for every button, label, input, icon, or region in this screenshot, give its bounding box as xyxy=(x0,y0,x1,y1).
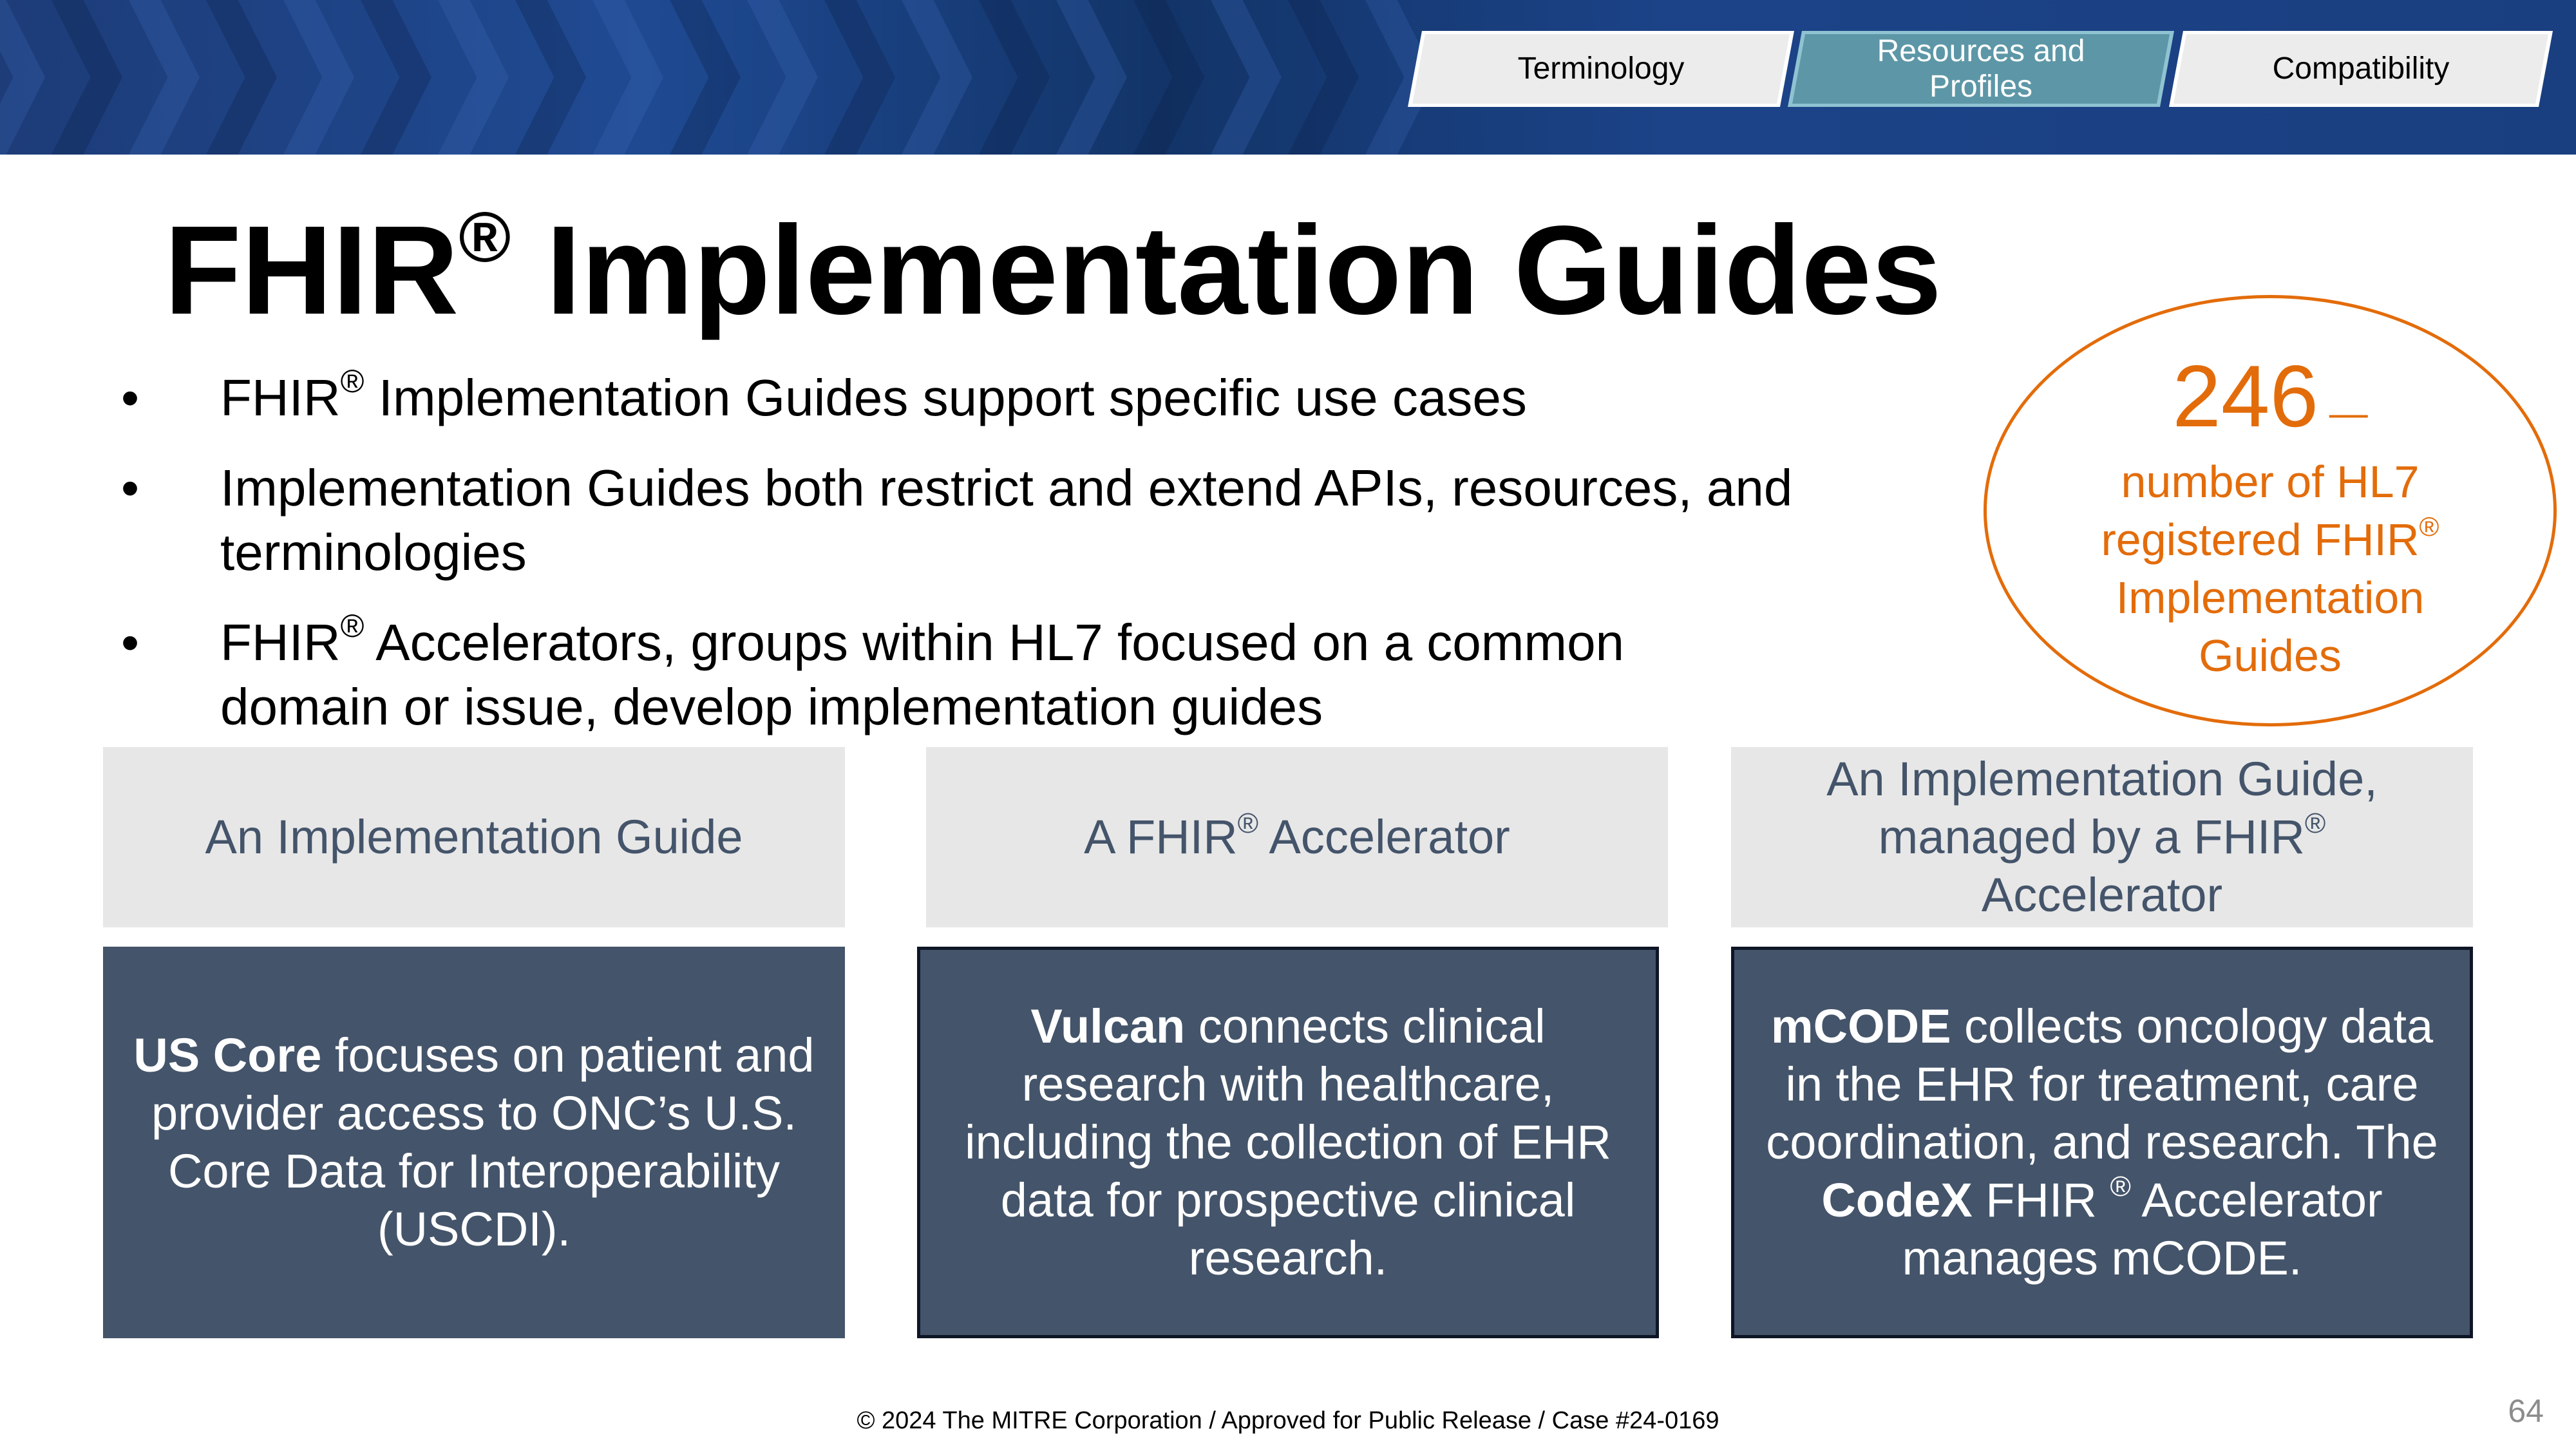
column-header-text: A FHIR® Accelerator xyxy=(1084,808,1510,864)
chevron-decoration xyxy=(283,0,354,155)
chevron-decoration xyxy=(515,0,586,155)
box-text: mCODE collects oncology data in the EHR … xyxy=(1766,999,2438,1285)
chevron-decoration xyxy=(592,0,663,155)
column-header-text: An Implementation Guide, managed by a FH… xyxy=(1826,752,2378,922)
box-text: US Core focuses on patient and provider … xyxy=(133,1028,815,1256)
chevron-decoration xyxy=(1133,0,1204,155)
chevron-decoration xyxy=(902,0,972,155)
tab-compatibility[interactable]: Compatibility xyxy=(2169,31,2553,107)
box-text: Vulcan connects clinical research with h… xyxy=(965,999,1611,1285)
tab-terminology[interactable]: Terminology xyxy=(1408,31,1794,107)
page-number: 64 xyxy=(2508,1393,2544,1429)
chevron-decoration xyxy=(979,0,1050,155)
page-title: FHIR® Implementation Guides xyxy=(164,198,1942,341)
chevron-decoration xyxy=(52,0,122,155)
header-banner: Terminology Resources and Profiles Compa… xyxy=(0,0,2576,155)
column-header-text: An Implementation Guide xyxy=(205,810,743,864)
us-core-box: US Core focuses on patient and provider … xyxy=(103,947,845,1338)
chevron-decoration xyxy=(747,0,818,155)
column-header-implementation-guide: An Implementation Guide xyxy=(103,747,845,927)
footer-copyright: © 2024 The MITRE Corporation / Approved … xyxy=(857,1407,1719,1434)
ig-count-number: 246 — xyxy=(2172,347,2368,445)
bullet-list: • FHIR® Implementation Guides support spe… xyxy=(121,363,1828,765)
chevron-decoration xyxy=(1056,0,1127,155)
chevron-decoration xyxy=(361,0,431,155)
tab-resources-and-profiles[interactable]: Resources and Profiles xyxy=(1788,31,2174,107)
list-item: • Implementation Guides both restrict and… xyxy=(121,459,1793,581)
callout-line: registered FHIR® xyxy=(2101,511,2439,565)
list-item: • FHIR® Implementation Guides support spe… xyxy=(121,363,1527,426)
mcode-box: mCODE collects oncology data in the EHR … xyxy=(1731,947,2473,1338)
column-header-managed-guide: An Implementation Guide, managed by a FH… xyxy=(1731,747,2473,927)
chevron-decoration xyxy=(1211,0,1282,155)
vulcan-box: Vulcan connects clinical research with h… xyxy=(917,947,1659,1338)
chevron-decoration xyxy=(129,0,200,155)
chevron-decoration xyxy=(206,0,277,155)
chevron-decoration xyxy=(824,0,895,155)
column-header-fhir-accelerator: A FHIR® Accelerator xyxy=(926,747,1668,927)
chevron-decoration xyxy=(438,0,509,155)
ig-count-description: number of HL7 registered FHIR® Implement… xyxy=(2025,453,2515,685)
chevron-decoration xyxy=(670,0,741,155)
list-item: • FHIR® Accelerators, groups within HL7 f… xyxy=(121,608,1625,735)
chevron-decoration xyxy=(0,0,45,155)
ig-count-callout: 246 — number of HL7 registered FHIR® Imp… xyxy=(1984,295,2557,726)
chevron-decoration xyxy=(1288,0,1359,155)
